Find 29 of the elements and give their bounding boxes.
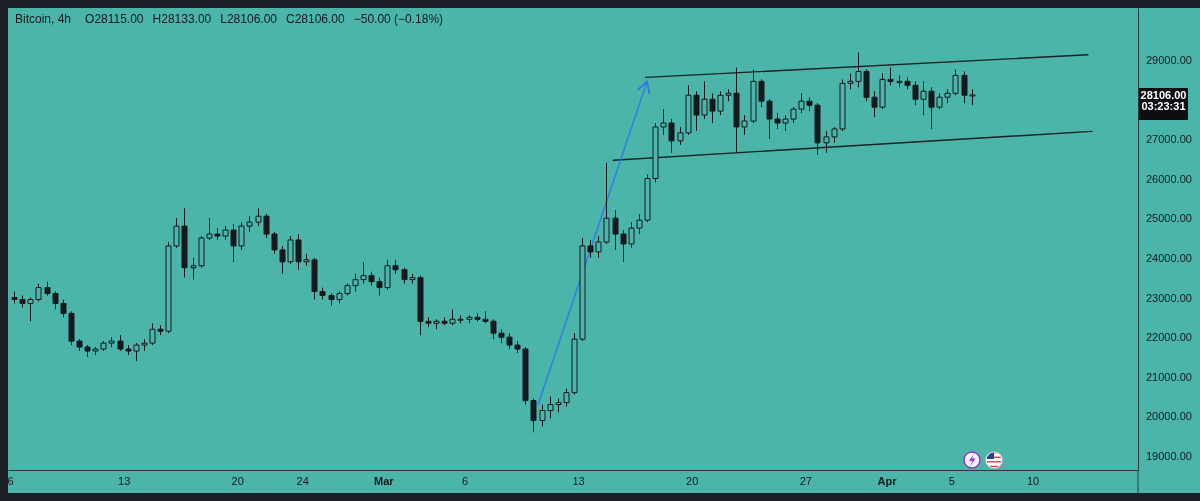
y-tick-label: 21000.00 [1146, 370, 1192, 383]
x-tick-label: 6 [7, 474, 14, 487]
x-tick-label: 10 [1026, 474, 1040, 487]
y-tick-label: 27000.00 [1146, 132, 1192, 145]
x-tick-label: 6 [461, 474, 469, 487]
annotation: H28133.00 [152, 12, 212, 26]
x-tick-label: 13 [572, 474, 585, 487]
annotation: L28106.00 [220, 12, 278, 26]
y-tick-label: 25000.00 [1146, 212, 1192, 225]
y-tick-label: 20000.00 [1146, 410, 1192, 423]
chart-title: Bitcoin, 4h [15, 12, 72, 26]
x-tick-label: 20 [686, 474, 699, 487]
y-tick-label: 19000.00 [1146, 450, 1192, 463]
annotation: O28115.00 [85, 12, 144, 26]
x-tick-label: Mar [374, 474, 395, 487]
x-tick-label: 27 [799, 474, 812, 487]
annotation: C28106.00 [286, 12, 346, 26]
x-tick-label: 13 [118, 474, 131, 487]
y-tick-label: 23000.00 [1146, 291, 1192, 304]
x-tick-label: 20 [231, 474, 244, 487]
y-tick-label: 29000.00 [1146, 53, 1192, 66]
y-tick-label: 22000.00 [1146, 331, 1192, 344]
annotation: −50.00 (−0.18%) [353, 12, 444, 26]
x-tick-label: 5 [948, 474, 955, 487]
y-tick-label: 26000.00 [1146, 172, 1192, 185]
y-tick-label: 24000.00 [1146, 251, 1192, 264]
x-tick-label: Apr [877, 474, 898, 487]
x-tick-label: 24 [296, 474, 309, 487]
text: 28106.00 03:23:31 [1140, 89, 1187, 113]
